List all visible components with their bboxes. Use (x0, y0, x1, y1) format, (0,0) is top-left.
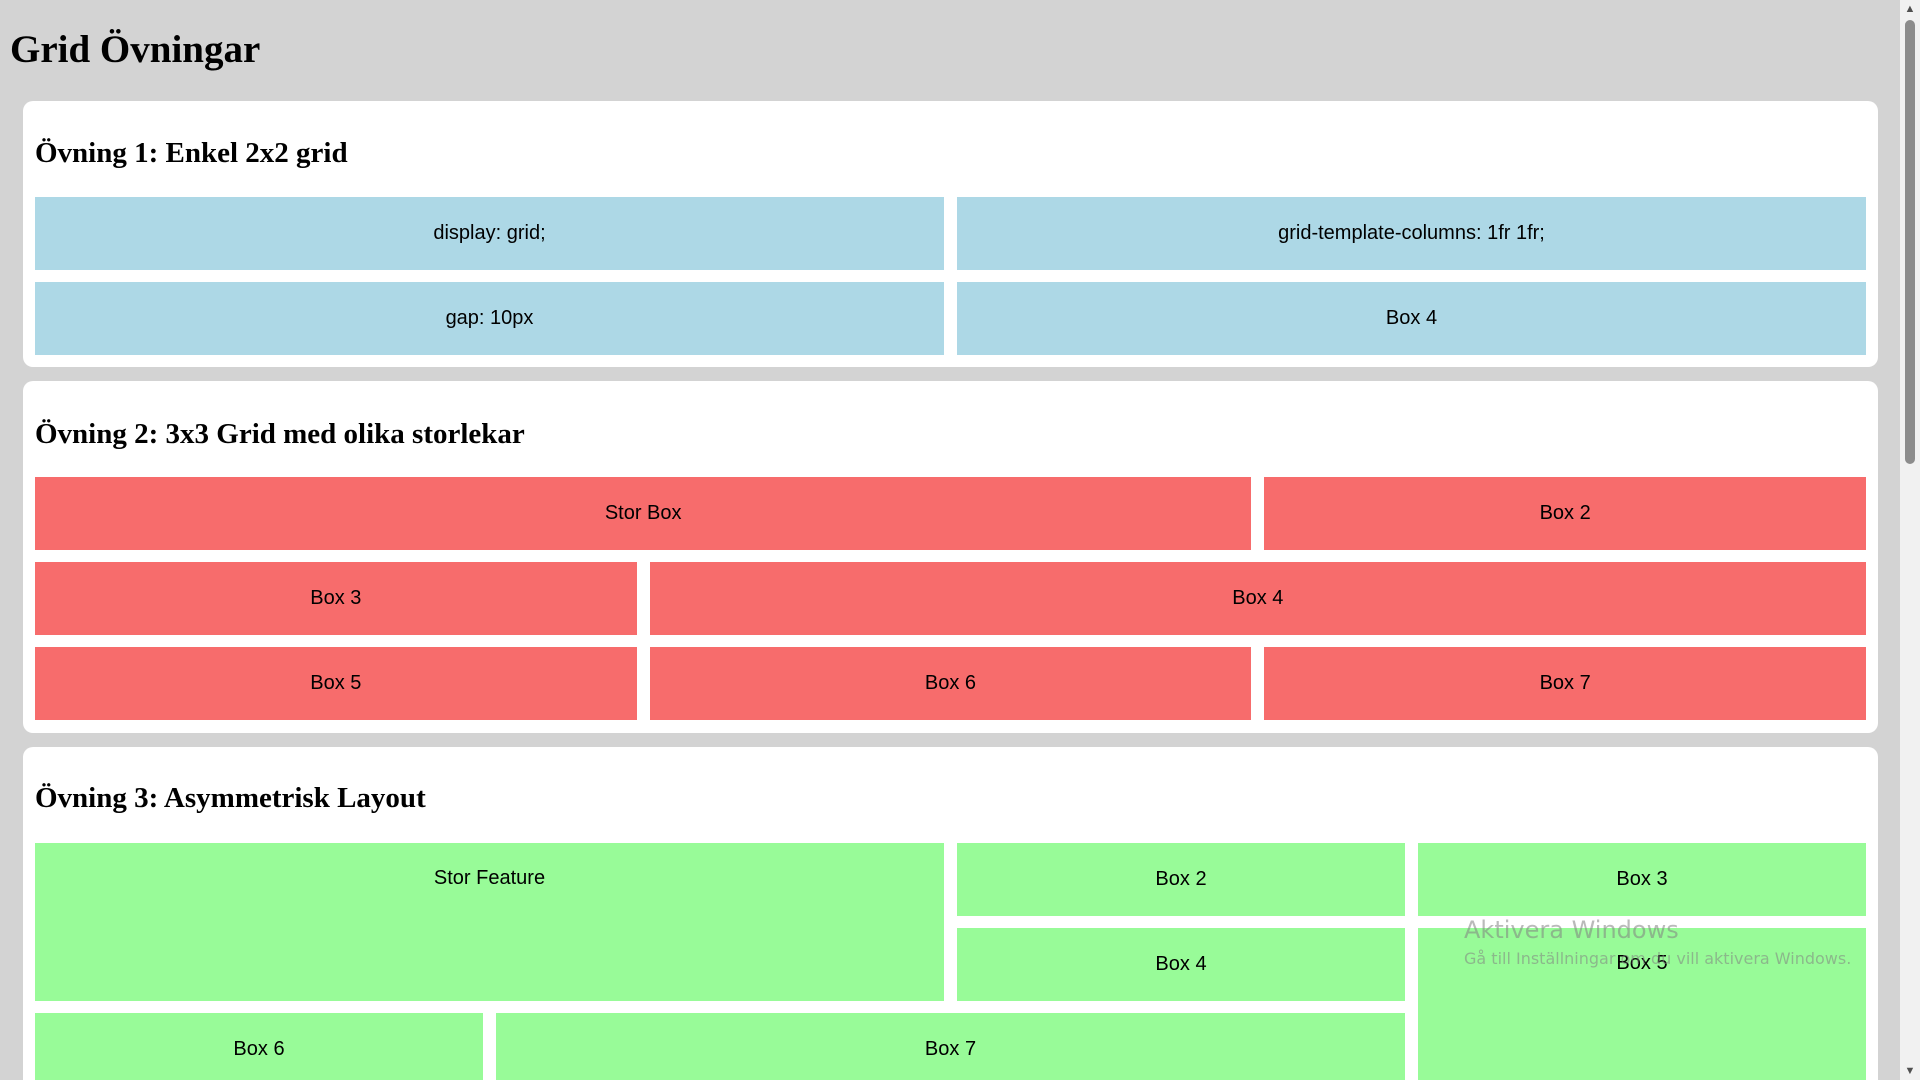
grid-box: Box 6 (35, 1013, 483, 1080)
exercise-2-title: Övning 2: 3x3 Grid med olika storlekar (35, 418, 525, 450)
grid-box: Box 2 (1264, 477, 1866, 550)
scroll-up-arrow-icon[interactable]: ▲ (1904, 3, 1916, 15)
page-title: Grid Övningar (10, 28, 261, 71)
exercise-2-grid: Stor Box Box 2 Box 3 Box 4 Box 5 Box 6 B… (35, 477, 1866, 720)
grid-box-wide: Box 7 (496, 1013, 1405, 1080)
scroll-down-arrow-icon[interactable]: ▼ (1904, 1065, 1916, 1077)
exercise-1-card: Övning 1: Enkel 2x2 grid display: grid; … (23, 101, 1878, 367)
grid-box: display: grid; (35, 197, 944, 270)
grid-box: Box 4 (957, 928, 1405, 1001)
grid-box: Box 3 (35, 562, 637, 635)
grid-box: Box 5 (35, 647, 637, 720)
grid-box: Box 2 (957, 843, 1405, 916)
grid-box: Box 7 (1264, 647, 1866, 720)
scrollbar-thumb[interactable] (1905, 20, 1915, 464)
grid-box: Box 6 (649, 647, 1252, 720)
grid-box: gap: 10px (35, 282, 944, 355)
exercise-2-card: Övning 2: 3x3 Grid med olika storlekar S… (23, 381, 1878, 733)
exercise-3-grid: Stor Feature Box 2 Box 3 Box 4 Box 5 Box… (35, 843, 1866, 1080)
exercise-1-title: Övning 1: Enkel 2x2 grid (35, 137, 348, 169)
grid-box: Box 3 (1418, 843, 1866, 916)
exercise-3-title: Övning 3: Asymmetrisk Layout (35, 782, 426, 814)
grid-box-wide: Box 4 (649, 562, 1866, 635)
grid-box-tall: Box 5 (1418, 928, 1866, 1080)
exercise-3-card: Övning 3: Asymmetrisk Layout Stor Featur… (23, 747, 1878, 1080)
vertical-scrollbar[interactable]: ▲ ▼ (1900, 0, 1920, 1080)
grid-box-large: Stor Box (35, 477, 1252, 550)
exercise-1-grid: display: grid; grid-template-columns: 1f… (35, 197, 1866, 355)
grid-box: Box 4 (957, 282, 1866, 355)
grid-box: grid-template-columns: 1fr 1fr; (957, 197, 1866, 270)
grid-box-feature: Stor Feature (35, 843, 944, 1001)
